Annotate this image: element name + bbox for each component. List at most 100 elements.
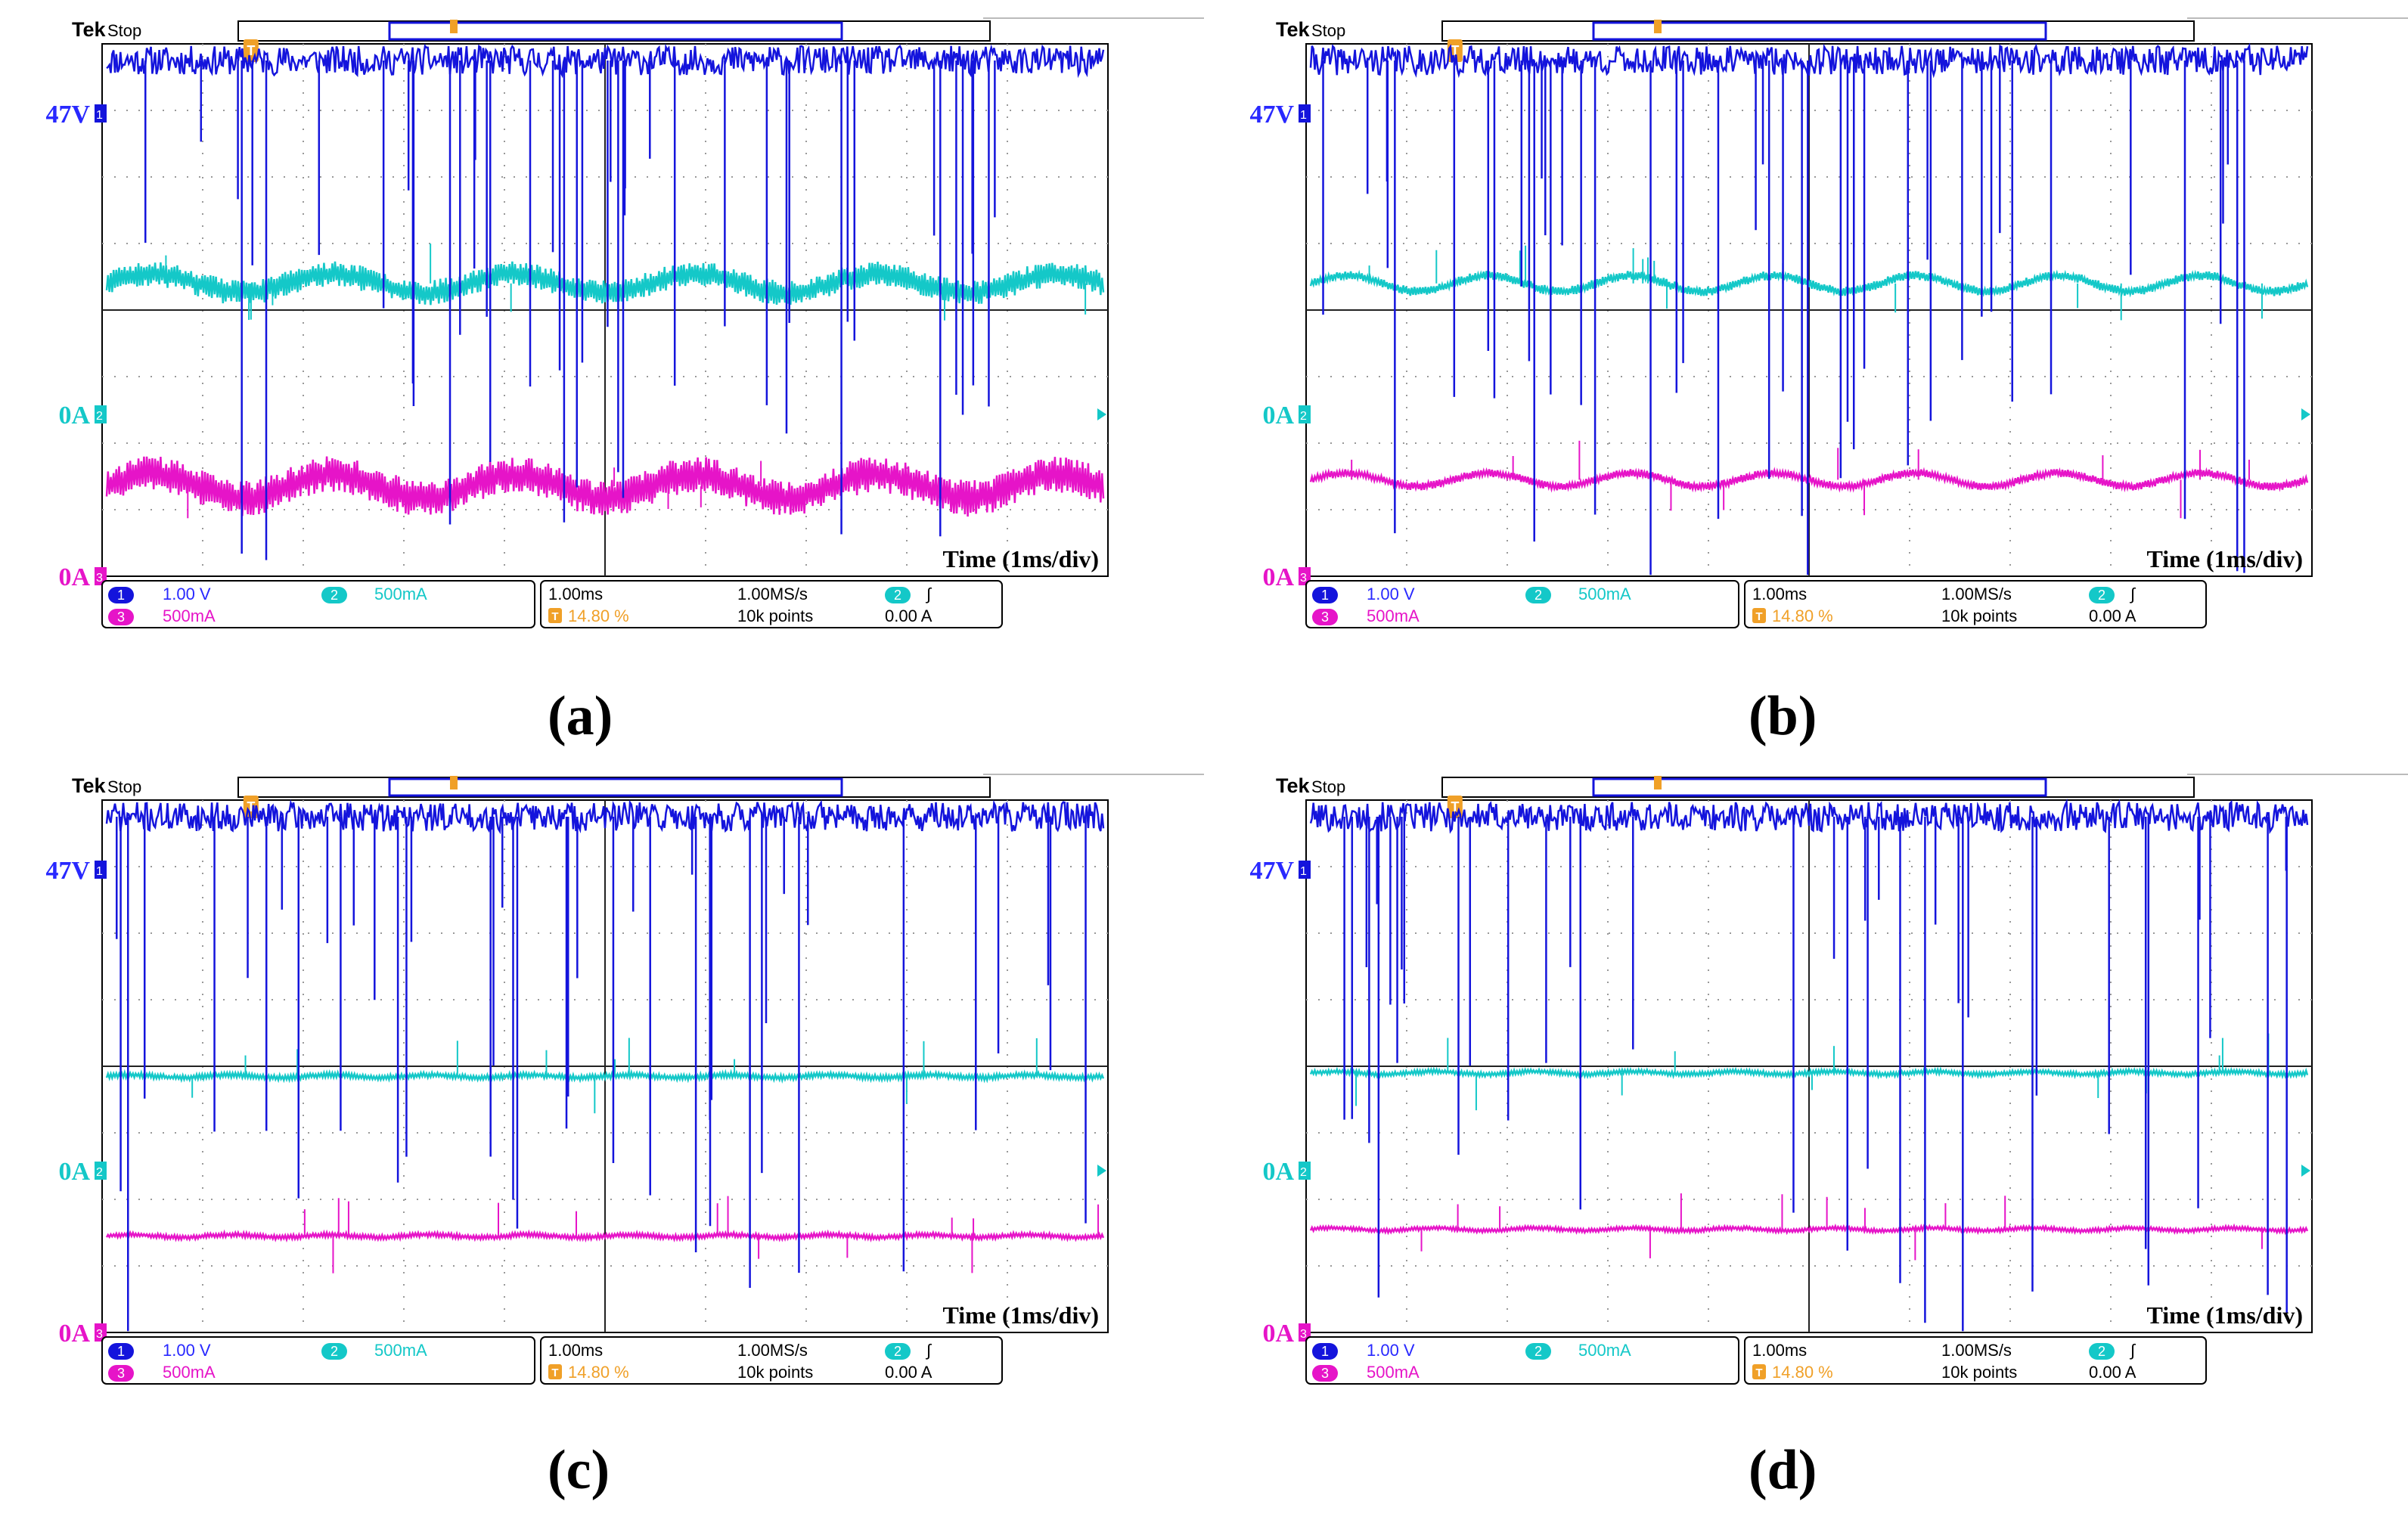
trigger-level: 0.00 A [2089,606,2136,625]
record-bar [237,777,991,798]
ch1-trace [105,799,1105,835]
trigger-slope-icon: ∫ [925,585,932,603]
ch1-badge-num: 1 [1321,588,1329,603]
channel-readout-box [101,1336,535,1385]
sample-rate: 1.00MS/s [1941,585,2012,603]
trigger-source-badge-num: 2 [894,1344,901,1359]
trigger-slope-icon: ∫ [2129,585,2136,603]
scope-panel-d: Tek Stop T 1 47V 2 0A 3 0A Time (1ms/div) 1 1.00 V 2… [1204,756,2408,1520]
record-bar [237,20,991,42]
trigger-slope-icon: ∫ [925,1341,932,1360]
ch3-badge [108,609,134,625]
ch3-trace [1309,467,2309,493]
record-length: 10k points [1941,606,2017,625]
trigger-source-badge-num: 2 [2098,1344,2105,1359]
time-axis-label: Time (1ms/div) [2146,1301,2303,1329]
trigger-flag: T [1451,43,1459,58]
ch3-badge-num: 3 [117,610,125,625]
ch3-badge-num: 3 [117,1366,125,1381]
trigger-source-badge-num: 2 [894,588,901,603]
trigger-source-badge [2089,1343,2115,1360]
ch3-trace [105,456,1105,517]
ch2-ground-marker [1299,405,1311,423]
trigger-badge-icon [548,1364,562,1379]
acq-state: Stop [1311,21,1345,40]
record-window [1592,21,2047,41]
trigger-position: 14.80 % [1772,606,1833,625]
brand-label: Tek [72,18,107,41]
ch2-trace [105,1069,1105,1084]
ch1-ground-marker [1299,861,1311,879]
acq-state: Stop [107,777,141,796]
trigger-position: 14.80 % [568,606,629,625]
trigger-position: 14.80 % [568,1363,629,1382]
record-trigger-icon [1654,20,1662,33]
ch1-badge [108,587,134,603]
brand-label: Tek [1276,18,1311,41]
trigger-position: 14.80 % [1772,1363,1833,1382]
oscilloscope-capture-a: Tek Stop T 1 47V 2 0A 3 0A Time (1ms/div) 1 1.00 V 2… [45,17,1204,628]
trigger-badge-icon [1752,1364,1766,1379]
time-axis-label: Time (1ms/div) [942,545,1099,572]
scope-panel-c: Tek Stop T 1 47V 2 0A 3 0A Time (1ms/div) 1 1.00 V 2… [0,756,1204,1520]
caption-b: (b) [1749,685,1817,747]
caption-c: (c) [548,1439,610,1501]
ch1-level-label: 47V [45,101,90,129]
record-window [388,777,843,797]
ch1-badge-num: 1 [1321,1344,1329,1359]
caption-d: (d) [1749,1439,1817,1501]
ch2-level-label: 0A [1262,402,1294,430]
ch2-badge-num: 2 [330,588,338,603]
ch1-trace [1309,42,2309,79]
ch1-marker-num: 1 [1300,109,1307,122]
timebase: 1.00ms [1752,1341,1807,1360]
trigger-slope-icon: ∫ [2129,1341,2136,1360]
timebase: 1.00ms [1752,585,1807,603]
trigger-level: 0.00 A [885,1363,932,1382]
ch3-ground-marker [95,1323,107,1342]
time-axis-label: Time (1ms/div) [2146,545,2303,572]
ch1-trace [106,43,1105,79]
ch1-marker-num: 1 [1300,865,1307,878]
ch2-badge-num: 2 [1534,588,1542,603]
ch3-marker-num: 3 [1300,572,1307,585]
ch3-ground-marker [95,567,107,585]
ch1-ground-marker [1299,104,1311,123]
record-bar [1441,777,2195,798]
ch2-level-label: 0A [58,402,90,430]
ch2-level-label: 0A [58,1158,90,1186]
ch1-marker-num: 1 [96,865,103,878]
trigger-badge-flag: T [551,610,558,623]
oscilloscope-capture-b: Tek Stop T 1 47V 2 0A 3 0A Time (1ms/div) 1 1.00 V 2… [1249,17,2408,628]
trigger-level: 0.00 A [885,606,932,625]
ch3-marker-num: 3 [96,572,103,585]
record-trigger-icon [1654,776,1662,789]
ch2-scale: 500mA [1578,585,1631,603]
ch3-badge [108,1365,134,1382]
ch2-badge-num: 2 [330,1344,338,1359]
ch3-level-label: 0A [58,563,90,591]
brand-label: Tek [1276,774,1311,797]
ch1-scale: 1.00 V [1367,1341,1415,1360]
ch2-marker-num: 2 [1300,1166,1307,1179]
acq-state: Stop [107,21,141,40]
trigger-source-badge [885,587,911,603]
trigger-badge-icon [548,608,562,623]
ch2-ground-marker [95,405,107,423]
trigger-flag: T [247,43,255,58]
trigger-source-badge [2089,587,2115,603]
ch3-marker-num: 3 [96,1328,103,1341]
ch2-scale: 500mA [1578,1341,1631,1360]
channel-readout-box [101,580,535,628]
ch3-scale: 500mA [1367,606,1420,625]
ch2-scale: 500mA [374,585,427,603]
record-window [388,21,843,41]
ch2-marker-num: 2 [96,410,103,423]
trigger-level-arrow-icon [2301,408,2310,420]
ch1-scale: 1.00 V [1367,585,1415,603]
ch2-marker-num: 2 [96,1166,103,1179]
ch3-trace [105,1229,1105,1243]
ch1-scale: 1.00 V [163,1341,211,1360]
ch3-badge [1312,1365,1338,1382]
ch3-marker-num: 3 [1300,1328,1307,1341]
